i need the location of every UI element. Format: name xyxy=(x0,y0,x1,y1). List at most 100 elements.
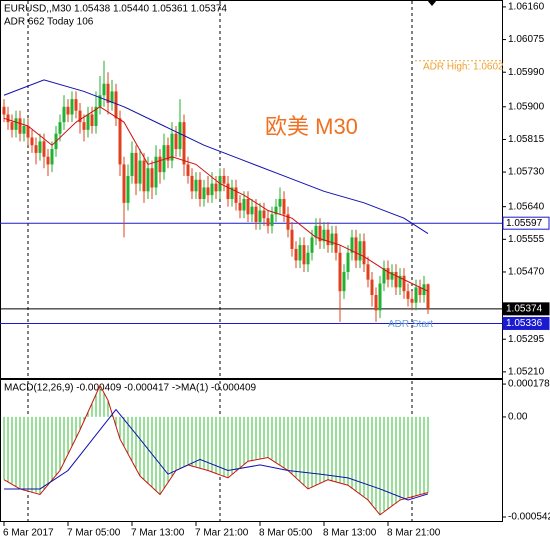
y-tick-label: 1.05210 xyxy=(508,366,545,377)
candle-body xyxy=(138,160,142,184)
indicator-line xyxy=(4,408,429,501)
main-panel xyxy=(0,0,503,379)
candle-body xyxy=(390,271,394,280)
x-tick-label: 7 Mar 21:00 xyxy=(195,528,249,539)
level-label: 1.05336 xyxy=(506,318,543,329)
subheader: ADR 662 Today 106 xyxy=(4,17,94,28)
candle-body xyxy=(186,164,190,176)
candle-body xyxy=(270,214,274,226)
x-tick-label: 7 Mar 13:00 xyxy=(131,528,185,539)
candle-body xyxy=(278,198,282,207)
candle-body xyxy=(414,287,418,303)
candle-body xyxy=(66,106,70,115)
candle-body xyxy=(262,210,266,219)
candle-body xyxy=(226,183,230,199)
candle-body xyxy=(238,202,242,211)
level-box xyxy=(502,302,550,316)
candle-body xyxy=(242,198,246,211)
candle-body xyxy=(34,145,38,153)
candle-body xyxy=(114,91,118,119)
candle-body xyxy=(150,168,154,188)
candle-body xyxy=(246,198,250,215)
candle-body xyxy=(234,187,238,203)
candle-body xyxy=(62,106,66,123)
candle-body xyxy=(58,122,62,134)
candle-body xyxy=(378,283,382,311)
indicator-line xyxy=(3,79,429,234)
candle-body xyxy=(190,175,194,192)
candle-body xyxy=(182,122,186,165)
candle-body xyxy=(330,233,334,246)
shift-marker xyxy=(427,0,437,6)
candle-body xyxy=(102,83,106,96)
y-tick-label: 1.05470 xyxy=(508,267,545,278)
candle-body xyxy=(134,152,138,184)
candle-body xyxy=(174,133,178,150)
candle-body xyxy=(142,160,146,192)
candle-body xyxy=(282,198,286,215)
candle-body xyxy=(302,245,306,265)
adr-high-label: ADR High: 1.0602 xyxy=(423,61,504,72)
candle-body xyxy=(386,268,390,280)
y-tick-label: 1.05295 xyxy=(508,334,545,345)
candle-body xyxy=(146,168,150,192)
candle-body xyxy=(126,175,130,203)
x-tick-label: 8 Mar 05:00 xyxy=(259,528,313,539)
y-tick-label: -0.000542 xyxy=(508,512,550,523)
x-tick-label: 7 Mar 05:00 xyxy=(67,528,121,539)
y-tick-label: 1.05730 xyxy=(508,167,545,178)
y-tick-label: 1.06075 xyxy=(508,34,545,45)
indicator-line xyxy=(3,384,429,516)
y-tick-label: 0.000178 xyxy=(508,379,550,390)
candle-body xyxy=(202,187,206,199)
candle-body xyxy=(214,183,218,192)
candle-body xyxy=(158,156,162,173)
candle-body xyxy=(394,271,398,288)
candle-body xyxy=(374,295,378,311)
candle-body xyxy=(18,118,22,134)
candle-body xyxy=(118,118,122,165)
candle-body xyxy=(346,252,350,272)
x-tick-label: 8 Mar 21:00 xyxy=(387,528,441,539)
candle-body xyxy=(194,179,198,192)
candle-body xyxy=(82,122,86,130)
macd-label: MACD(12,26,9) -0.000409 -0.000417 ->MA(1… xyxy=(4,383,257,394)
candle-body xyxy=(342,271,346,292)
candle-body xyxy=(14,118,18,130)
candle-body xyxy=(338,252,342,292)
chart-title: 欧美 M30 xyxy=(265,114,358,139)
candle-body xyxy=(250,206,254,215)
candle-body xyxy=(50,149,54,165)
candle-body xyxy=(290,229,294,249)
candle-body xyxy=(398,275,402,288)
candle-body xyxy=(354,237,358,261)
candle-body xyxy=(298,245,302,261)
candle-body xyxy=(178,122,182,150)
candle-body xyxy=(198,179,202,199)
macd-panel xyxy=(0,379,503,522)
candle-body xyxy=(122,164,126,203)
y-tick-label: 1.05815 xyxy=(508,134,545,145)
candle-body xyxy=(10,122,14,130)
candle-body xyxy=(362,241,366,265)
candle-body xyxy=(162,145,166,173)
candle-body xyxy=(358,241,362,261)
candle-body xyxy=(106,83,110,103)
candle-body xyxy=(30,137,34,146)
candle-body xyxy=(254,206,258,223)
candle-body xyxy=(166,145,170,161)
y-tick-label: 1.05990 xyxy=(508,67,545,78)
candle-body xyxy=(90,114,94,126)
candle-body xyxy=(230,187,234,199)
level-box xyxy=(502,316,550,330)
adr-start-label: ADR Start xyxy=(388,319,433,330)
candle-body xyxy=(318,225,322,242)
candle-body xyxy=(130,152,134,176)
candle-body xyxy=(266,218,270,226)
candle-body xyxy=(418,287,422,296)
y-tick-label: 0.00 xyxy=(508,412,528,423)
candle-body xyxy=(334,233,338,253)
y-tick-label: 1.05640 xyxy=(508,201,545,212)
candle-body xyxy=(78,110,82,123)
